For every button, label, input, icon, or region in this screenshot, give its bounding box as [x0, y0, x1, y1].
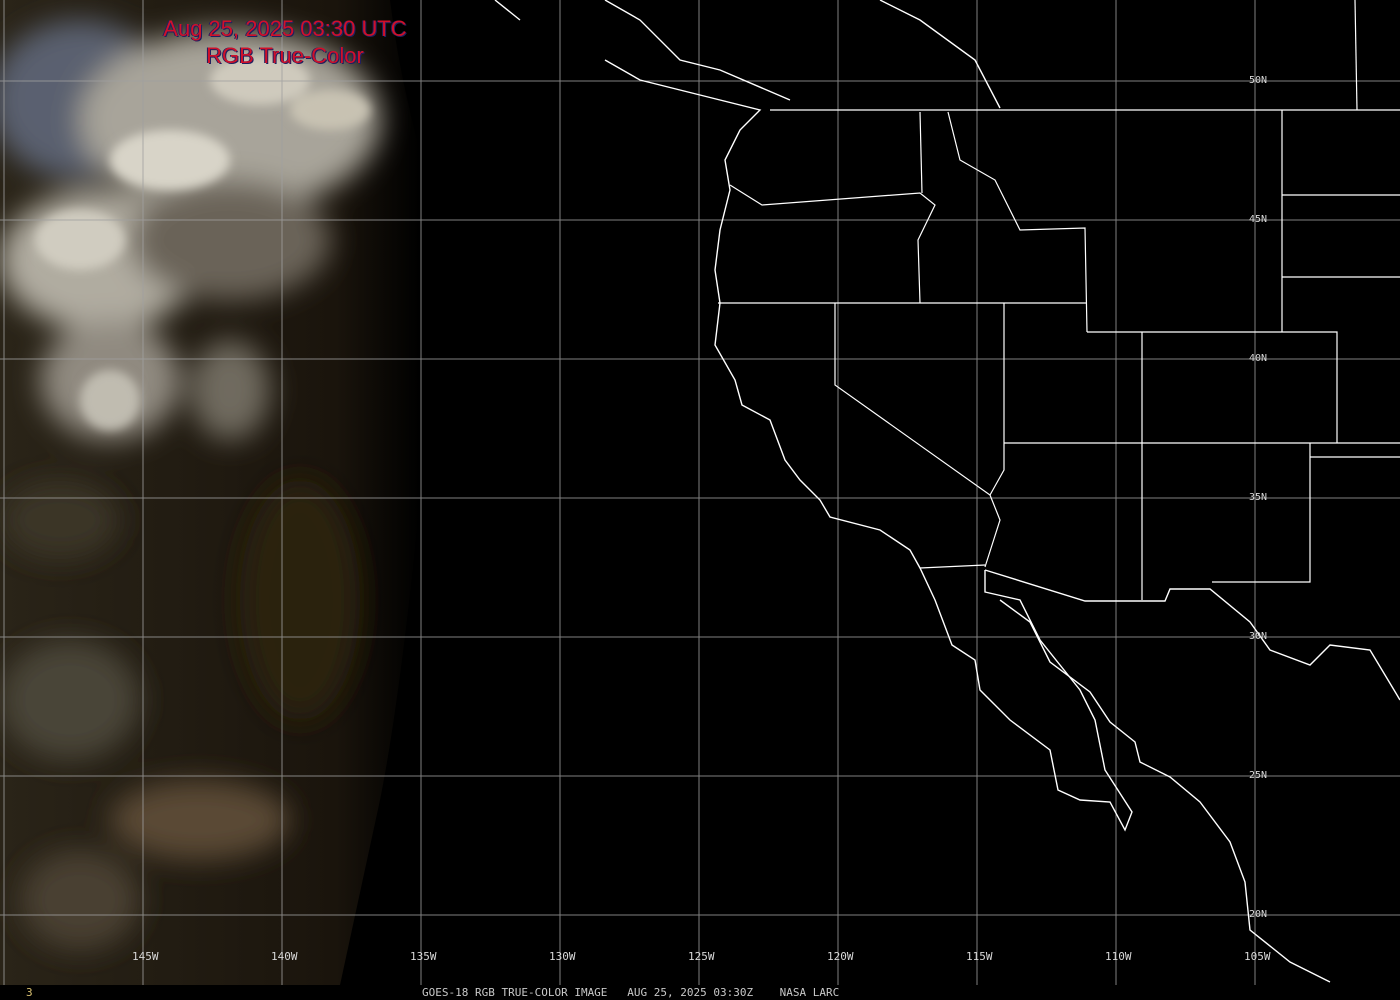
lat-label: 50N: [1249, 75, 1268, 86]
lon-label: 105W: [1244, 950, 1271, 963]
lon-label: 145W: [132, 950, 159, 963]
map-title-timestamp: Aug 25, 2025 03:30 UTC: [163, 16, 407, 41]
coastline: [494, 0, 1400, 983]
state-borders: [718, 0, 1400, 600]
lat-label: 20N: [1249, 909, 1268, 920]
lon-label: 120W: [827, 950, 854, 963]
lon-label: 140W: [271, 950, 298, 963]
lon-label: 110W: [1105, 950, 1132, 963]
lat-label: 45N: [1249, 214, 1268, 225]
satellite-imagery: [0, 0, 420, 985]
lon-label: 130W: [549, 950, 576, 963]
lat-label: 25N: [1249, 770, 1268, 781]
lat-label: 40N: [1249, 353, 1268, 364]
frame-number: 3: [26, 986, 33, 999]
lon-label: 125W: [688, 950, 715, 963]
lon-label: 115W: [966, 950, 993, 963]
image-caption: GOES-18 RGB TRUE-COLOR IMAGE AUG 25, 202…: [422, 986, 840, 999]
map-title-product: RGB True-Color: [206, 43, 364, 68]
lat-label: 35N: [1249, 492, 1268, 503]
lon-label: 135W: [410, 950, 437, 963]
lat-label: 30N: [1249, 631, 1268, 642]
